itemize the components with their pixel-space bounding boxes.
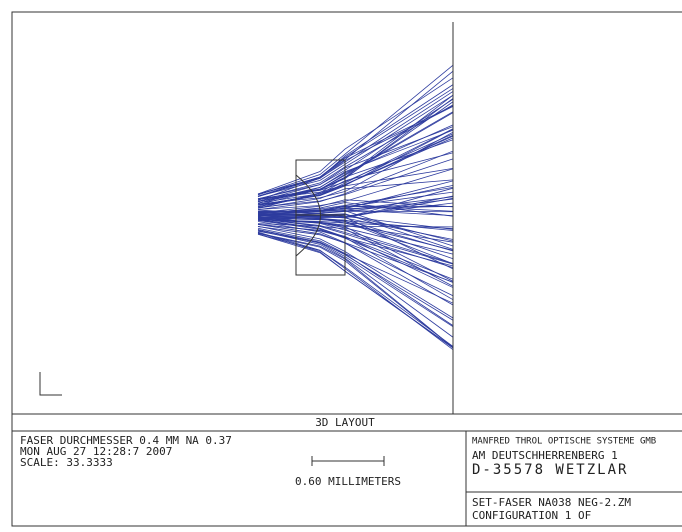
ray	[257, 233, 454, 348]
ray	[257, 94, 454, 202]
scale-bar	[311, 456, 385, 466]
ray	[257, 133, 454, 200]
scale-label: 0.60 MILLIMETERS	[295, 475, 401, 488]
ray	[257, 150, 454, 211]
axis-icon	[39, 372, 62, 396]
ray	[257, 187, 454, 219]
ray	[257, 229, 454, 321]
ray	[257, 64, 454, 196]
ray	[257, 223, 454, 301]
ray	[257, 70, 454, 196]
ray	[257, 231, 454, 351]
ray	[257, 106, 454, 197]
ray	[257, 84, 454, 201]
ray	[257, 128, 454, 206]
ray	[257, 196, 454, 212]
ray	[257, 233, 454, 347]
ray	[257, 98, 454, 200]
info-line: FASER DURCHMESSER 0.4 MM NA 0.37	[20, 434, 232, 447]
ray	[257, 112, 454, 204]
ray	[257, 218, 454, 265]
config-line: CONFIGURATION 1 OF	[472, 509, 591, 522]
ray	[257, 105, 454, 197]
ray-fan	[257, 64, 454, 351]
config-line: SET-FASER NA038 NEG-2.ZM	[472, 496, 631, 509]
ray	[257, 224, 454, 297]
ray	[257, 216, 454, 260]
ray	[257, 184, 454, 216]
ray	[257, 225, 454, 319]
ray	[257, 221, 454, 283]
ray	[257, 229, 454, 328]
ray	[257, 218, 454, 267]
ray	[257, 168, 454, 210]
ray	[257, 227, 454, 304]
ray	[257, 104, 454, 200]
company-line: MANFRED THROL OPTISCHE SYSTEME GMB	[472, 437, 656, 447]
layout-title: 3D LAYOUT	[315, 416, 375, 429]
ray	[257, 232, 454, 348]
ray	[257, 210, 454, 214]
ray	[257, 232, 454, 349]
ray	[257, 233, 454, 348]
ray	[257, 216, 454, 264]
info-line: SCALE: 33.3333	[20, 456, 113, 469]
ray	[257, 214, 454, 230]
info-line: MON AUG 27 12:28:7 2007	[20, 445, 172, 458]
ray	[257, 137, 454, 204]
outer-frame	[11, 11, 682, 527]
ray	[257, 218, 454, 252]
ray	[257, 126, 454, 202]
company-line: D-35578 WETZLAR	[472, 462, 628, 478]
ray	[257, 94, 454, 197]
ray	[257, 218, 454, 268]
lens-outline	[295, 159, 346, 276]
ray	[257, 226, 454, 306]
ray	[257, 219, 454, 282]
ray	[257, 220, 454, 283]
ray	[257, 230, 454, 338]
ray	[257, 179, 454, 209]
company-line: AM DEUTSCHHERRENBERG 1	[472, 449, 618, 462]
